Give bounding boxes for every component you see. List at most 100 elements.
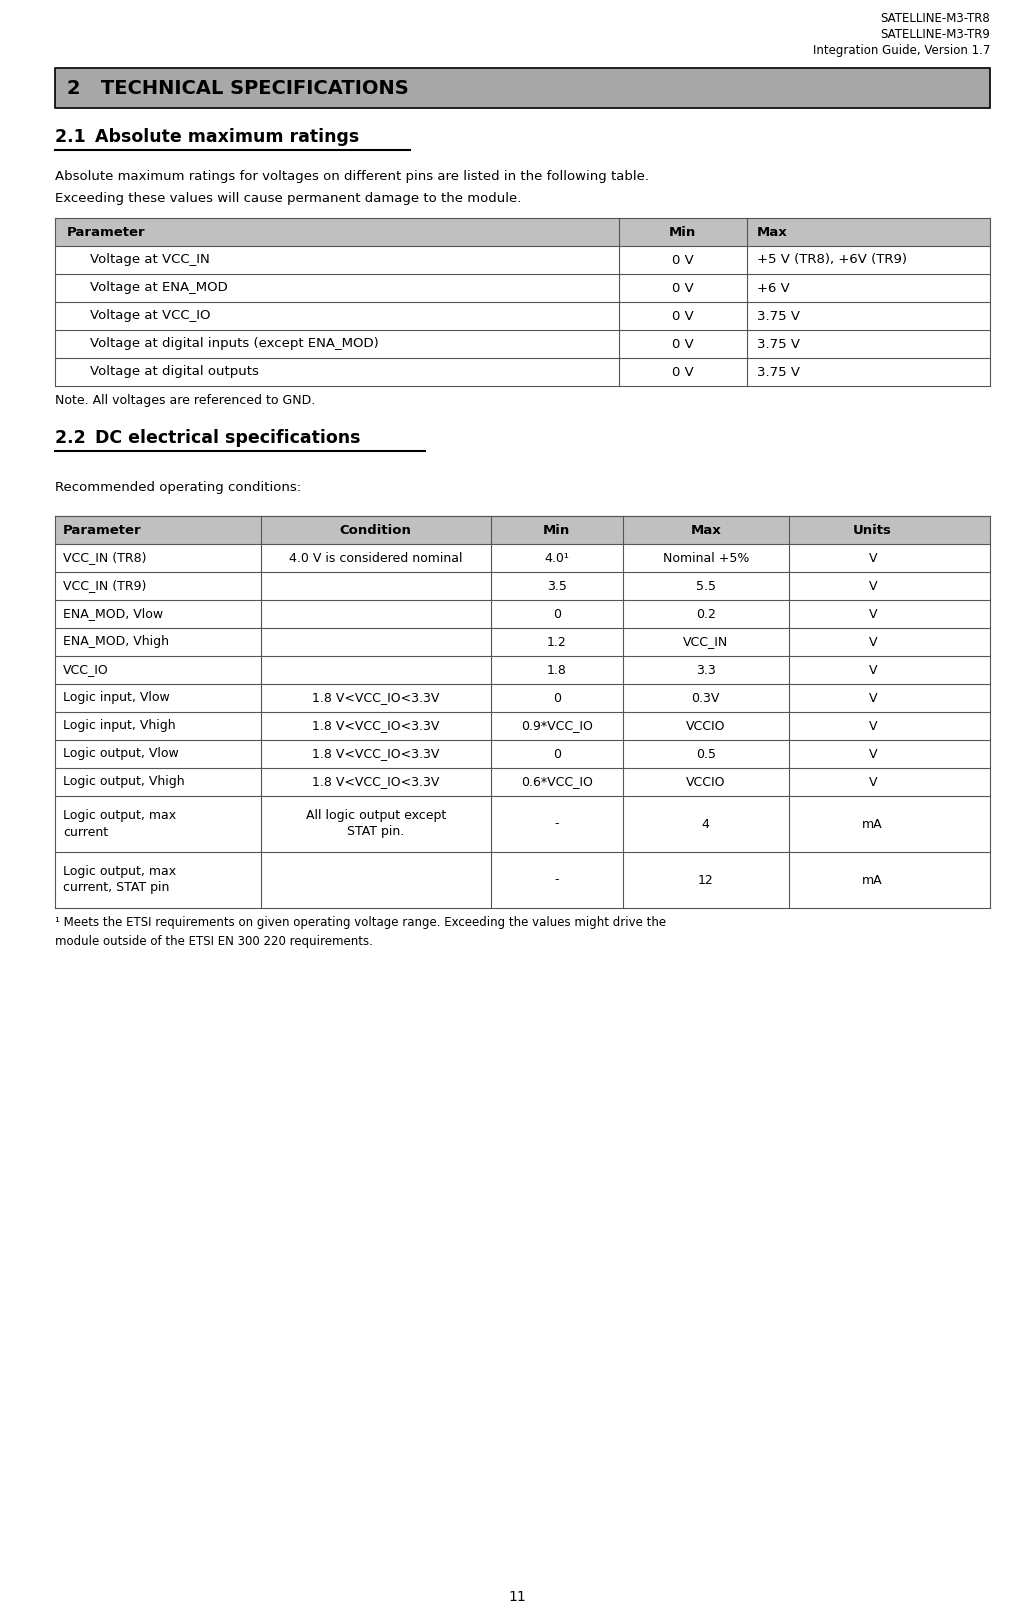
- Text: V: V: [868, 775, 877, 788]
- Text: -: -: [555, 817, 559, 831]
- Text: Voltage at digital inputs (except ENA_MOD): Voltage at digital inputs (except ENA_MO…: [90, 337, 379, 351]
- Text: 1.2: 1.2: [546, 635, 566, 649]
- Bar: [55, 301, 990, 330]
- Bar: [55, 628, 990, 656]
- Text: Max: Max: [757, 226, 788, 238]
- Text: 0.9*VCC_IO: 0.9*VCC_IO: [521, 720, 593, 733]
- Text: 0: 0: [553, 748, 561, 760]
- Text: 4.0¹: 4.0¹: [544, 551, 569, 564]
- Text: 0.3V: 0.3V: [691, 691, 720, 704]
- Text: VCC_IN (TR8): VCC_IN (TR8): [63, 551, 147, 564]
- Text: 0: 0: [553, 607, 561, 620]
- Text: Voltage at VCC_IN: Voltage at VCC_IN: [90, 253, 210, 266]
- Text: Condition: Condition: [339, 524, 412, 536]
- Text: VCCIO: VCCIO: [686, 720, 726, 733]
- Text: ENA_MOD, Vhigh: ENA_MOD, Vhigh: [63, 635, 169, 649]
- Text: V: V: [868, 551, 877, 564]
- Bar: [55, 330, 990, 358]
- Text: VCC_IN: VCC_IN: [683, 635, 729, 649]
- Text: V: V: [868, 607, 877, 620]
- Text: 0 V: 0 V: [672, 366, 693, 379]
- Bar: [55, 545, 990, 572]
- Text: 0 V: 0 V: [672, 282, 693, 295]
- Text: Logic input, Vlow: Logic input, Vlow: [63, 691, 170, 704]
- Bar: [55, 852, 990, 909]
- Text: V: V: [868, 691, 877, 704]
- Text: Voltage at digital outputs: Voltage at digital outputs: [90, 366, 259, 379]
- Text: Logic output, Vlow: Logic output, Vlow: [63, 748, 179, 760]
- Bar: [55, 274, 990, 301]
- Text: 0 V: 0 V: [672, 253, 693, 266]
- Text: V: V: [868, 580, 877, 593]
- Text: Absolute maximum ratings for voltages on different pins are listed in the follow: Absolute maximum ratings for voltages on…: [55, 171, 649, 184]
- Text: STAT pin.: STAT pin.: [347, 825, 405, 838]
- Text: 2.2: 2.2: [55, 429, 97, 446]
- Text: V: V: [868, 748, 877, 760]
- Text: Voltage at ENA_MOD: Voltage at ENA_MOD: [90, 282, 228, 295]
- Text: 1.8 V<VCC_IO<3.3V: 1.8 V<VCC_IO<3.3V: [312, 720, 440, 733]
- Text: mA: mA: [862, 817, 883, 831]
- Bar: [55, 768, 990, 796]
- Bar: [55, 358, 990, 387]
- Text: +5 V (TR8), +6V (TR9): +5 V (TR8), +6V (TR9): [757, 253, 907, 266]
- Text: 2   TECHNICAL SPECIFICATIONS: 2 TECHNICAL SPECIFICATIONS: [67, 79, 409, 98]
- Text: DC electrical specifications: DC electrical specifications: [95, 429, 360, 446]
- Bar: [55, 516, 990, 545]
- Text: 4: 4: [702, 817, 710, 831]
- Bar: [55, 217, 990, 246]
- Bar: [55, 739, 990, 768]
- Text: Logic output, max: Logic output, max: [63, 865, 176, 878]
- Text: Parameter: Parameter: [67, 226, 146, 238]
- Text: V: V: [868, 635, 877, 649]
- Bar: [55, 712, 990, 739]
- Text: 0: 0: [553, 691, 561, 704]
- Text: VCCIO: VCCIO: [686, 775, 726, 788]
- Text: Logic output, max: Logic output, max: [63, 809, 176, 823]
- Text: Logic output, Vhigh: Logic output, Vhigh: [63, 775, 184, 788]
- Text: Recommended operating conditions:: Recommended operating conditions:: [55, 482, 301, 495]
- Text: 3.75 V: 3.75 V: [757, 366, 800, 379]
- Text: current, STAT pin: current, STAT pin: [63, 881, 170, 894]
- Text: SATELLINE-M3-TR9: SATELLINE-M3-TR9: [880, 27, 990, 40]
- Text: 1.8: 1.8: [546, 664, 566, 677]
- Text: 0.2: 0.2: [696, 607, 715, 620]
- Text: Nominal +5%: Nominal +5%: [662, 551, 749, 564]
- Text: 3.5: 3.5: [546, 580, 566, 593]
- Text: Absolute maximum ratings: Absolute maximum ratings: [95, 127, 359, 147]
- Text: SATELLINE-M3-TR8: SATELLINE-M3-TR8: [880, 11, 990, 26]
- Text: Units: Units: [853, 524, 892, 536]
- Text: 11: 11: [508, 1590, 527, 1605]
- Text: 2.1: 2.1: [55, 127, 97, 147]
- Text: 12: 12: [698, 873, 714, 886]
- Bar: [55, 685, 990, 712]
- Text: 4.0 V is considered nominal: 4.0 V is considered nominal: [289, 551, 463, 564]
- Text: Exceeding these values will cause permanent damage to the module.: Exceeding these values will cause perman…: [55, 192, 522, 205]
- Text: Min: Min: [543, 524, 570, 536]
- Text: ENA_MOD, Vlow: ENA_MOD, Vlow: [63, 607, 164, 620]
- Text: Voltage at VCC_IO: Voltage at VCC_IO: [90, 309, 210, 322]
- Text: VCC_IN (TR9): VCC_IN (TR9): [63, 580, 146, 593]
- Text: Min: Min: [670, 226, 697, 238]
- Text: ¹ Meets the ETSI requirements on given operating voltage range. Exceeding the va: ¹ Meets the ETSI requirements on given o…: [55, 917, 667, 930]
- Text: 5.5: 5.5: [696, 580, 716, 593]
- Text: 3.3: 3.3: [696, 664, 715, 677]
- Text: Integration Guide, Version 1.7: Integration Guide, Version 1.7: [812, 43, 990, 56]
- Text: mA: mA: [862, 873, 883, 886]
- Text: 3.75 V: 3.75 V: [757, 337, 800, 351]
- Text: Max: Max: [690, 524, 721, 536]
- Text: 1.8 V<VCC_IO<3.3V: 1.8 V<VCC_IO<3.3V: [312, 748, 440, 760]
- Bar: [55, 246, 990, 274]
- Text: 0.5: 0.5: [696, 748, 716, 760]
- Text: V: V: [868, 720, 877, 733]
- Text: +6 V: +6 V: [757, 282, 790, 295]
- Text: 0.6*VCC_IO: 0.6*VCC_IO: [521, 775, 593, 788]
- Text: current: current: [63, 825, 108, 838]
- Text: 0 V: 0 V: [672, 337, 693, 351]
- Bar: [55, 572, 990, 599]
- Text: VCC_IO: VCC_IO: [63, 664, 109, 677]
- Text: module outside of the ETSI EN 300 220 requirements.: module outside of the ETSI EN 300 220 re…: [55, 934, 373, 947]
- Text: Logic input, Vhigh: Logic input, Vhigh: [63, 720, 176, 733]
- Bar: [55, 68, 990, 108]
- Text: V: V: [868, 664, 877, 677]
- Text: Note. All voltages are referenced to GND.: Note. All voltages are referenced to GND…: [55, 395, 316, 408]
